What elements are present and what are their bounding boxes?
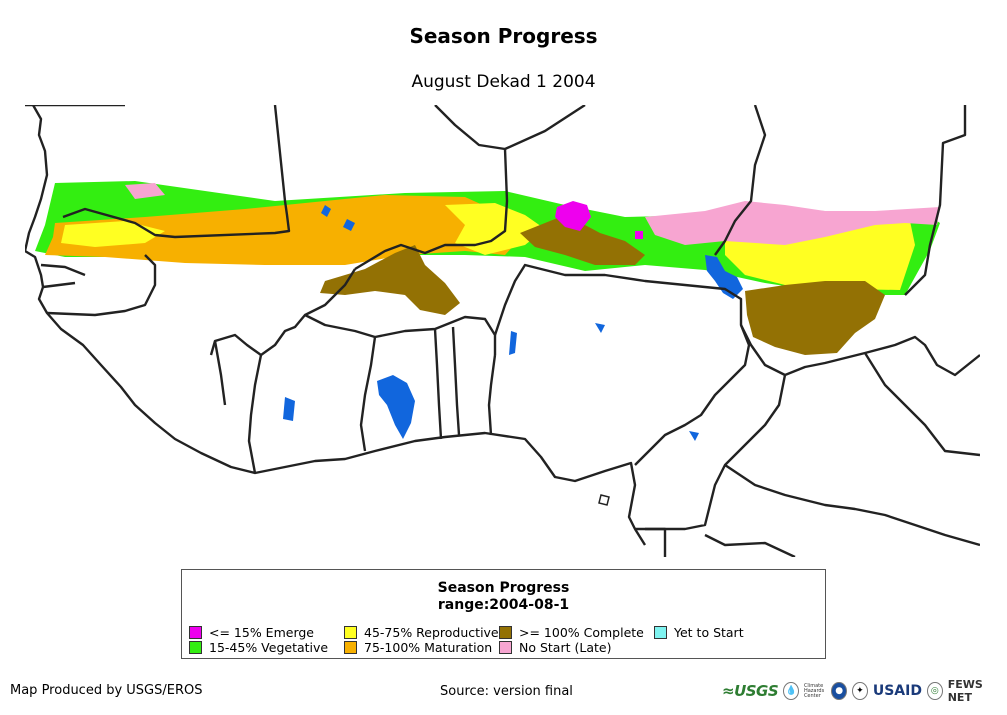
usaid-logo: USAID [872, 683, 922, 699]
legend-range: range:2004-08-1 [437, 597, 570, 613]
lake-small-2 [689, 431, 699, 441]
border-ghana-togo-benin [359, 326, 461, 452]
legend-box: Season Progress range:2004-08-1 <= 15% E… [181, 569, 826, 659]
legend-title: Season Progress [437, 580, 570, 596]
chc-drop-icon: 💧 [783, 682, 799, 700]
legend-item-no-start: No Start (Late) [499, 640, 611, 655]
border-mauritania-mali [25, 105, 291, 239]
legend-item-complete: >= 100% Complete [499, 625, 644, 640]
legend-label-maturation: 75-100% Maturation [364, 640, 493, 655]
partner-logos: ≈USGS 💧 Climate Hazards Center ● ✦ USAID… [722, 678, 1002, 704]
legend-item-vegetative: 15-45% Vegetative [189, 640, 328, 655]
region-complete-central [320, 245, 460, 315]
legend-swatch-complete [499, 626, 512, 639]
country-borders [25, 105, 980, 557]
lake-volta [377, 375, 415, 439]
border-south [635, 527, 796, 557]
chc-logo: Climate Hazards Center [803, 682, 825, 699]
border-nigeria [487, 263, 751, 466]
border-mali-niger-algeria [354, 105, 509, 271]
region-complete-east [745, 281, 885, 355]
region-emerge [555, 201, 591, 231]
legend-items: <= 15% Emerge 15-45% Vegetative 45-75% R… [189, 625, 819, 657]
coastline-west [25, 105, 647, 546]
border-car [724, 464, 980, 547]
legend-swatch-no-start [499, 641, 512, 654]
border-chad-cameroon [645, 324, 980, 531]
water-bodies [283, 205, 743, 441]
noaa-icon: ● [831, 682, 848, 700]
legend-swatch-emerge [189, 626, 202, 639]
region-reproductive-west [61, 221, 165, 247]
region-reproductive-central [445, 203, 545, 255]
map-subtitle: August Dekad 1 2004 [411, 72, 596, 92]
legend-item-maturation: 75-100% Maturation [344, 640, 492, 655]
border-ivory-coast [213, 340, 263, 474]
legend-swatch-vegetative [189, 641, 202, 654]
region-emerge-small [635, 231, 643, 239]
legend-swatch-yet-to-start [654, 626, 667, 639]
island [598, 494, 610, 506]
legend-label-complete: >= 100% Complete [519, 625, 644, 640]
legend-item-reproductive: 45-75% Reproductive [344, 625, 499, 640]
legend-item-yet-to-start: Yet to Start [654, 625, 744, 640]
legend-item-emerge: <= 15% Emerge [189, 625, 314, 640]
niger-inland-delta [321, 205, 355, 231]
region-no-start-west [125, 183, 165, 199]
progress-regions [35, 181, 940, 355]
legend-label-emerge: <= 15% Emerge [209, 625, 314, 640]
producer-credit: Map Produced by USGS/EROS [10, 683, 203, 698]
lake-small-1 [595, 323, 605, 333]
fews-net-logo: FEWS NET [947, 678, 983, 704]
legend-label-reproductive: 45-75% Reproductive [364, 625, 499, 640]
source-credit: Source: version final [440, 684, 573, 699]
legend-label-no-start: No Start (Late) [519, 640, 612, 655]
border-burkina [209, 268, 497, 357]
legend-label-yet-to-start: Yet to Start [674, 625, 744, 640]
legend-swatch-reproductive [344, 626, 357, 639]
region-complete-mid [520, 213, 645, 265]
lake-chad [705, 255, 743, 299]
legend-swatch-maturation [344, 641, 357, 654]
usgs-logo: ≈USGS [722, 682, 779, 700]
lake-kainji [509, 331, 517, 355]
region-no-start [645, 201, 940, 245]
border-senegal-gambia-guinea [40, 254, 157, 317]
usaid-seal-icon: ✦ [852, 682, 868, 700]
map-title: Season Progress [409, 24, 598, 48]
legend-label-vegetative: 15-45% Vegetative [209, 640, 329, 655]
lake-kossou [283, 397, 295, 421]
border-niger-chad-libya [504, 105, 967, 296]
season-progress-map [25, 105, 980, 557]
fews-globe-icon: ◎ [926, 682, 943, 700]
